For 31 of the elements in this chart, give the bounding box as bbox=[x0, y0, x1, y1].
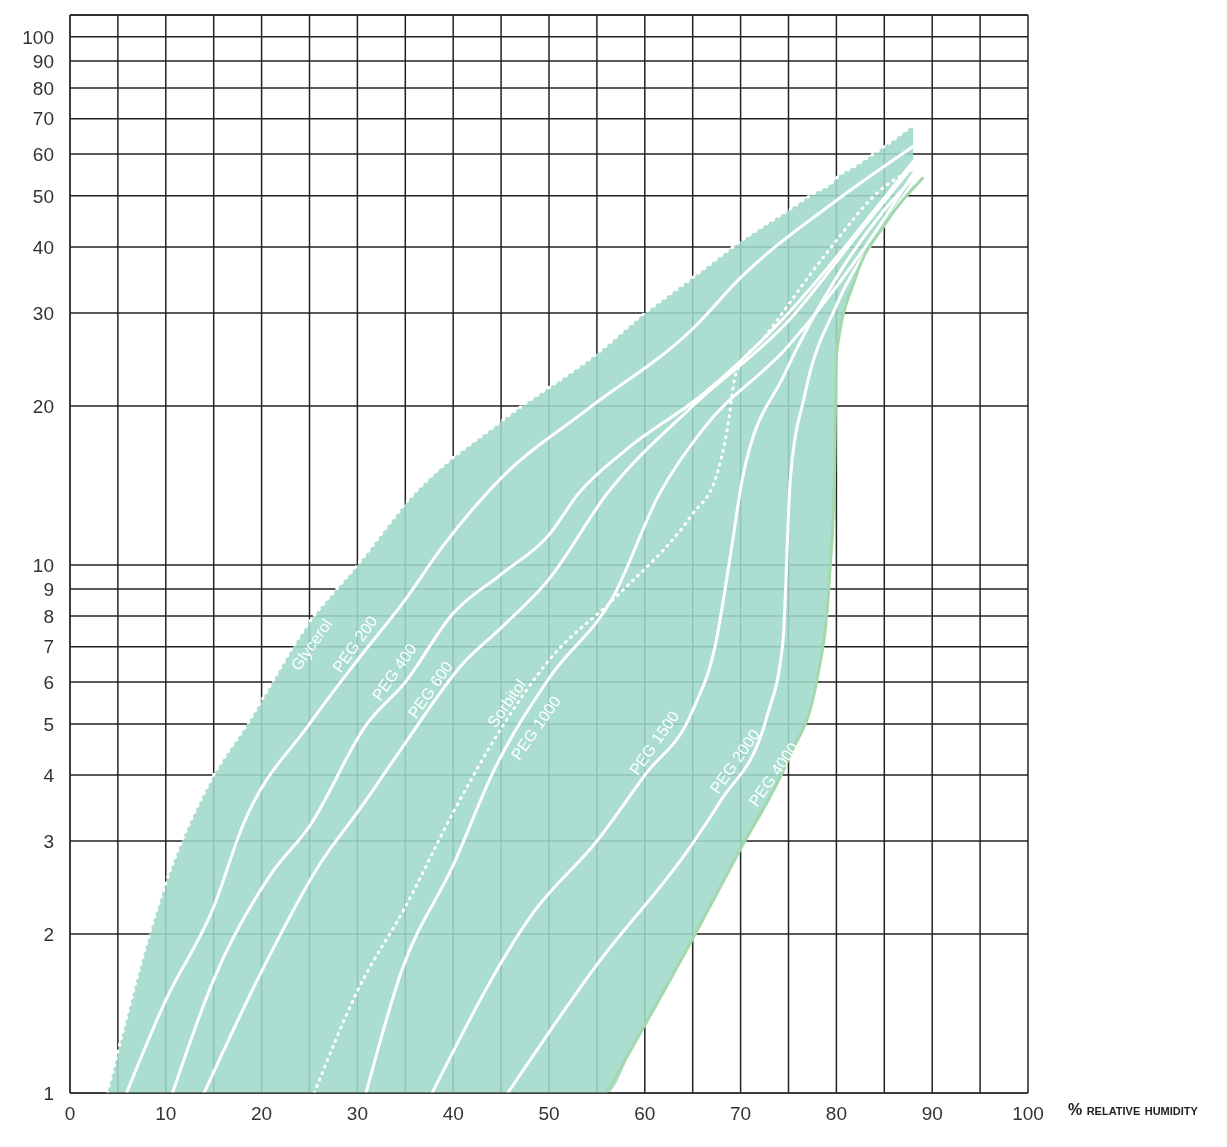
y-tick-label: 90 bbox=[32, 50, 54, 72]
y-tick-label: 100 bbox=[22, 26, 54, 48]
y-tick-label: 20 bbox=[32, 395, 54, 417]
y-tick-label: 6 bbox=[43, 671, 54, 693]
y-tick-label: 2 bbox=[43, 923, 54, 945]
x-tick-label: 90 bbox=[921, 1103, 943, 1125]
x-tick-label: 70 bbox=[730, 1103, 752, 1125]
x-tick-label: 20 bbox=[251, 1103, 273, 1125]
x-tick-label: 50 bbox=[538, 1103, 560, 1125]
y-tick-label: 50 bbox=[32, 185, 54, 207]
y-tick-label: 9 bbox=[43, 578, 54, 600]
y-tick-label: 8 bbox=[43, 605, 54, 627]
y-tick-label: 5 bbox=[43, 713, 54, 735]
y-tick-label: 70 bbox=[32, 108, 54, 130]
x-tick-label: 40 bbox=[442, 1103, 464, 1125]
x-tick-label: 100 bbox=[1012, 1103, 1044, 1125]
x-tick-label: 10 bbox=[155, 1103, 177, 1125]
y-tick-label: 30 bbox=[32, 302, 54, 324]
x-tick-label: 60 bbox=[634, 1103, 656, 1125]
y-tick-label: 10 bbox=[32, 554, 54, 576]
y-tick-label: 60 bbox=[32, 143, 54, 165]
y-tick-label: 3 bbox=[43, 830, 54, 852]
y-tick-label: 7 bbox=[43, 636, 54, 658]
y-tick-label: 80 bbox=[32, 77, 54, 99]
y-tick-label: 40 bbox=[32, 236, 54, 258]
y-tick-label: 1 bbox=[43, 1082, 54, 1104]
x-axis-title: % relative humidity bbox=[1068, 1101, 1198, 1119]
x-tick-label: 80 bbox=[825, 1103, 847, 1125]
y-tick-label: 4 bbox=[43, 764, 55, 786]
x-tick-label: 0 bbox=[64, 1103, 76, 1125]
x-tick-label: 30 bbox=[346, 1103, 368, 1125]
